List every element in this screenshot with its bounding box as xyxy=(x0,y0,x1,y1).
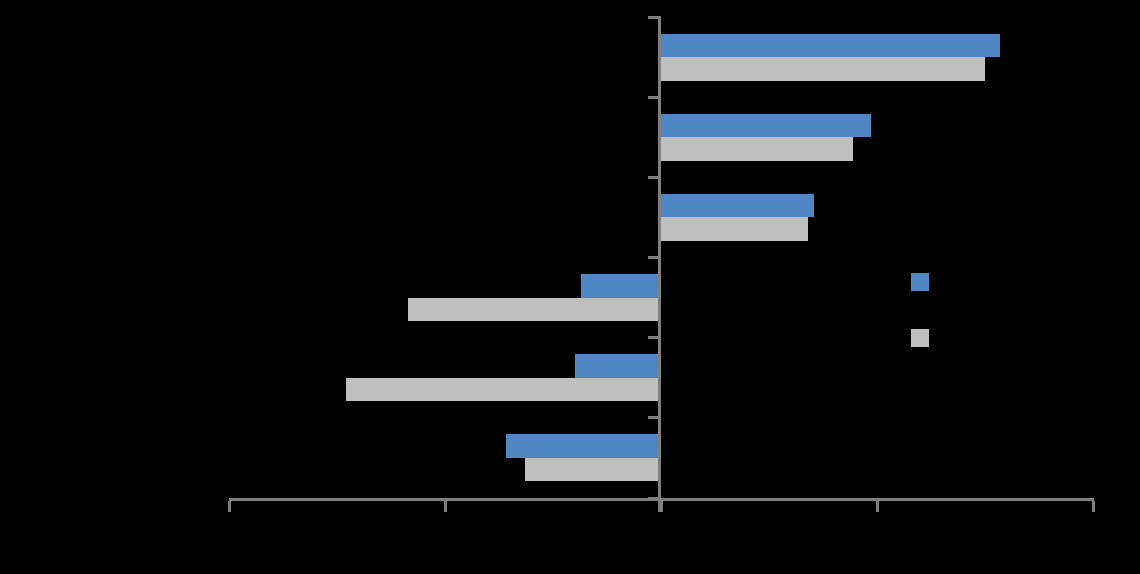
bar-series1-cat2 xyxy=(661,113,871,138)
bar-series2-cat3 xyxy=(661,217,808,241)
bar-series2-cat2 xyxy=(661,137,854,161)
y-axis-tick xyxy=(648,175,658,179)
x-axis-tick xyxy=(659,501,663,512)
bar-series1-cat3 xyxy=(661,193,815,218)
y-axis-tick xyxy=(648,416,658,420)
x-axis-tick xyxy=(443,501,447,512)
y-axis-tick xyxy=(648,256,658,259)
y-axis-tick xyxy=(648,496,658,500)
x-axis-tick xyxy=(1091,501,1095,512)
bar-series1-cat1 xyxy=(661,33,1001,58)
y-axis-tick xyxy=(648,95,658,99)
y-axis-tick xyxy=(648,336,658,340)
x-axis-line xyxy=(229,498,1094,501)
y-axis-line xyxy=(658,16,661,512)
bar-series1-cat5 xyxy=(574,354,661,378)
legend-swatch-series2 xyxy=(911,329,929,347)
bar-series2-cat5 xyxy=(345,377,661,402)
bar-series2-cat1 xyxy=(661,57,985,81)
x-axis-tick xyxy=(875,501,879,512)
bar-series1-cat4 xyxy=(581,274,661,298)
y-axis-tick xyxy=(648,15,658,19)
legend-swatch-series1 xyxy=(911,273,929,291)
bar-series2-cat4 xyxy=(408,297,661,322)
x-axis-tick xyxy=(227,501,231,512)
bar-series2-cat6 xyxy=(524,457,661,482)
bar-series1-cat6 xyxy=(505,434,661,458)
